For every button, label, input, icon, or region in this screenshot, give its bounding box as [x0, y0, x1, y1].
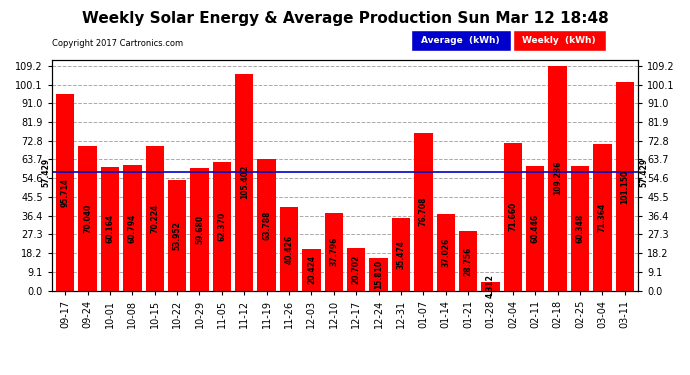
Bar	[347, 248, 366, 291]
Bar	[482, 282, 500, 291]
Text: 71.660: 71.660	[509, 202, 518, 231]
Text: 63.788: 63.788	[262, 210, 271, 240]
Bar	[526, 166, 544, 291]
Text: Copyright 2017 Cartronics.com: Copyright 2017 Cartronics.com	[52, 39, 183, 48]
Text: 57.429: 57.429	[41, 158, 50, 187]
Bar	[213, 162, 231, 291]
Text: 101.150: 101.150	[620, 170, 629, 204]
Bar	[437, 214, 455, 291]
Text: 60.446: 60.446	[531, 214, 540, 243]
Bar	[459, 231, 477, 291]
Text: 70.040: 70.040	[83, 204, 92, 233]
Text: 76.708: 76.708	[419, 197, 428, 226]
Bar	[504, 143, 522, 291]
Bar	[571, 166, 589, 291]
Bar	[302, 249, 321, 291]
Text: 95.714: 95.714	[61, 177, 70, 207]
Bar	[324, 213, 343, 291]
Text: 37.026: 37.026	[441, 238, 451, 267]
Bar	[593, 144, 611, 291]
Bar	[168, 180, 186, 291]
Bar	[392, 217, 410, 291]
Text: 59.680: 59.680	[195, 214, 204, 244]
Bar	[190, 168, 208, 291]
Text: 20.702: 20.702	[352, 255, 361, 284]
Text: 57.429: 57.429	[640, 158, 649, 187]
Text: 105.402: 105.402	[239, 165, 249, 199]
Bar	[79, 146, 97, 291]
Bar	[615, 82, 634, 291]
Bar	[280, 207, 298, 291]
Text: 20.424: 20.424	[307, 255, 316, 284]
Text: 4.312: 4.312	[486, 274, 495, 298]
Text: 28.756: 28.756	[464, 246, 473, 276]
Text: 35.474: 35.474	[397, 240, 406, 268]
Text: 60.164: 60.164	[106, 214, 115, 243]
Text: 71.364: 71.364	[598, 202, 607, 232]
Bar	[257, 159, 276, 291]
Bar	[235, 74, 253, 291]
Text: Weekly  (kWh): Weekly (kWh)	[522, 36, 596, 45]
Text: 15.810: 15.810	[374, 260, 383, 289]
Text: 53.952: 53.952	[172, 220, 181, 249]
Text: 62.370: 62.370	[217, 212, 226, 241]
Bar	[414, 133, 433, 291]
Bar	[549, 66, 567, 291]
Bar	[146, 146, 164, 291]
Text: 109.236: 109.236	[553, 161, 562, 195]
Bar	[56, 93, 75, 291]
Text: Average  (kWh): Average (kWh)	[422, 36, 500, 45]
Bar	[101, 167, 119, 291]
Text: 40.426: 40.426	[284, 234, 293, 264]
Bar	[369, 258, 388, 291]
Text: 70.224: 70.224	[150, 204, 159, 233]
Text: 60.348: 60.348	[575, 214, 584, 243]
Text: 37.796: 37.796	[329, 237, 338, 266]
Text: 60.794: 60.794	[128, 213, 137, 243]
Text: Weekly Solar Energy & Average Production Sun Mar 12 18:48: Weekly Solar Energy & Average Production…	[81, 11, 609, 26]
Bar	[123, 165, 141, 291]
